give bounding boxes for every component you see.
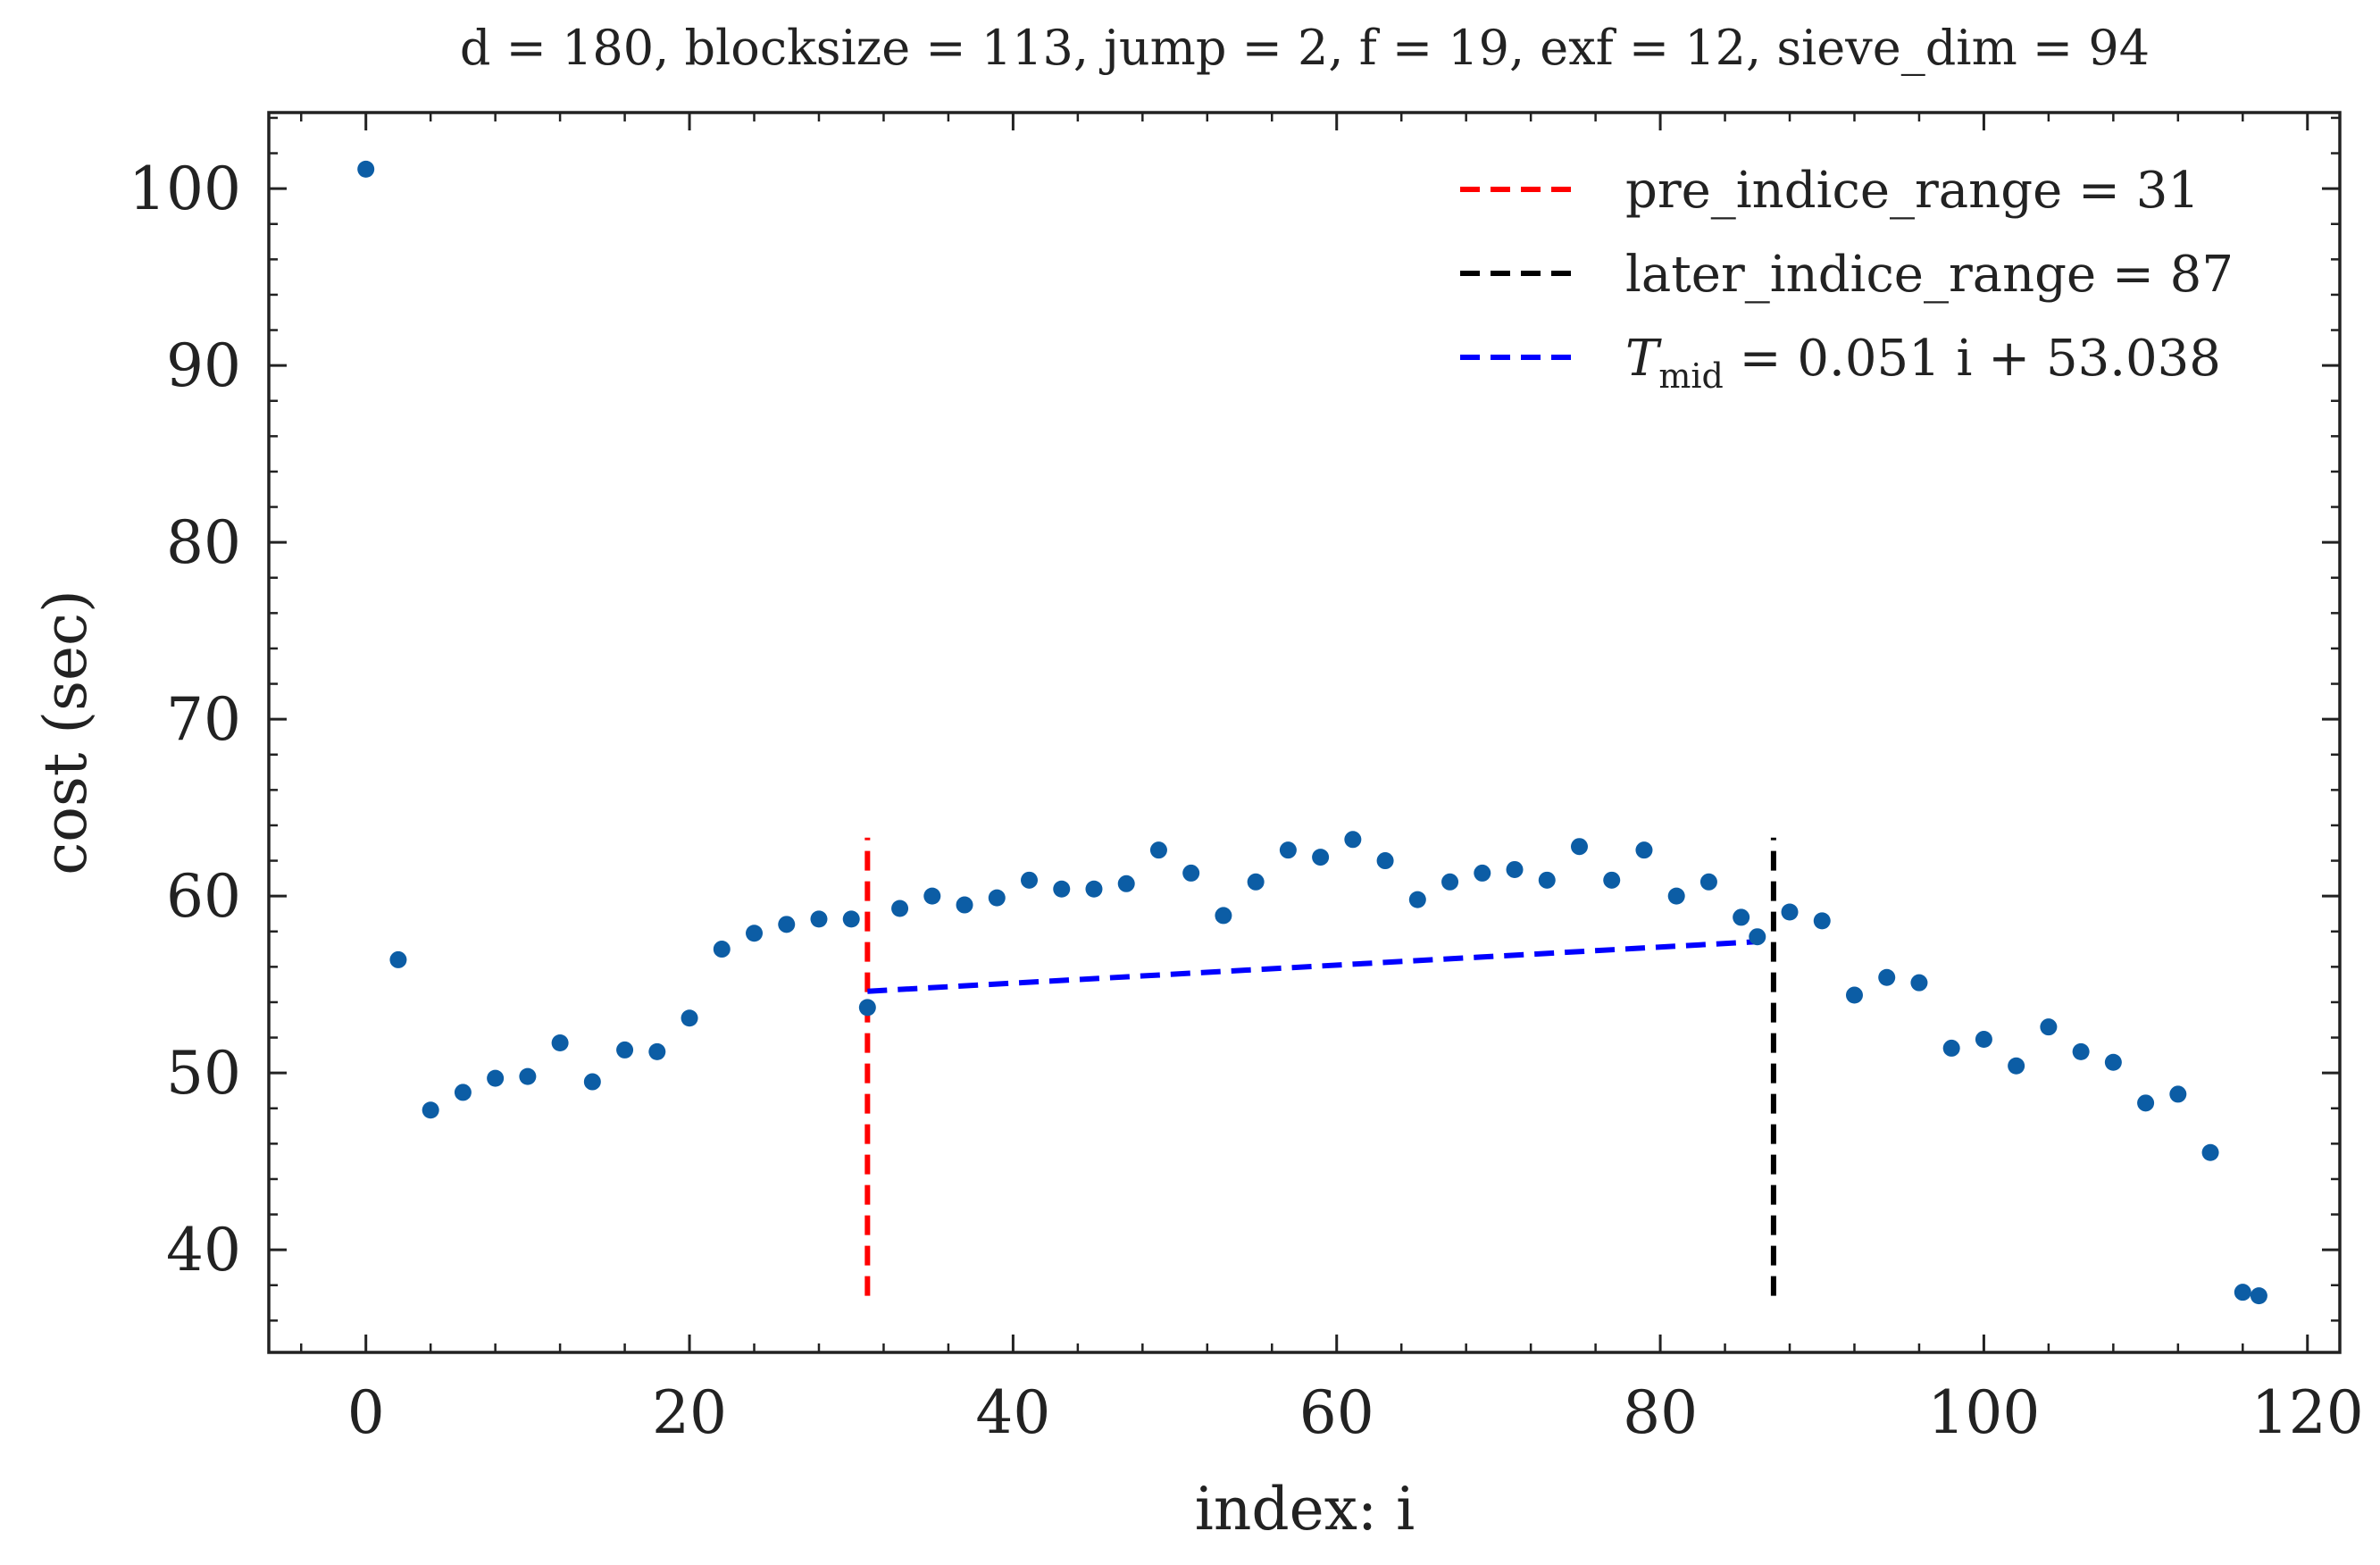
data-point — [2250, 1287, 2267, 1305]
data-point — [1942, 1039, 1960, 1057]
data-point — [2169, 1085, 2187, 1103]
y-tick-label: 40 — [166, 1216, 241, 1285]
legend-t-symbol: T — [1625, 330, 1662, 388]
data-point — [2201, 1143, 2219, 1161]
y-tick-label: 60 — [166, 862, 241, 931]
y-tick-label: 100 — [129, 155, 241, 223]
data-point — [1699, 873, 1717, 891]
data-point — [956, 896, 973, 914]
data-point — [713, 941, 731, 958]
data-point — [2072, 1042, 2090, 1060]
data-point — [1813, 912, 1831, 930]
data-point — [2040, 1018, 2058, 1036]
data-point — [1215, 907, 1232, 925]
data-point — [1910, 974, 1928, 992]
data-point — [1667, 887, 1685, 905]
data-point — [1247, 873, 1265, 891]
data-point — [1975, 1031, 1992, 1049]
x-tick-label: 120 — [2251, 1378, 2364, 1447]
x-tick-label: 20 — [652, 1378, 727, 1447]
data-point — [1570, 838, 1588, 856]
legend-t-formula: = 0.051 i + 53.038 — [1724, 330, 2221, 388]
data-point — [1344, 831, 1362, 849]
data-point — [1474, 864, 1491, 882]
data-point — [778, 916, 796, 933]
data-point — [1749, 928, 1766, 946]
legend-label-t-mid: Tmid = 0.051 i + 53.038 — [1625, 330, 2221, 396]
data-point — [1845, 986, 1863, 1004]
data-point — [422, 1101, 439, 1119]
data-point — [1117, 875, 1135, 892]
data-point — [1538, 871, 1556, 889]
data-point — [1182, 864, 1200, 882]
data-point — [810, 910, 828, 928]
y-tick-label: 90 — [166, 331, 241, 400]
data-point — [1506, 860, 1524, 878]
data-point — [2234, 1284, 2251, 1301]
legend-label-pre-indice-range: pre_indice_range = 31 — [1625, 162, 2200, 220]
plot-marks — [357, 160, 2267, 1305]
y-tick-label: 80 — [166, 508, 241, 577]
y-tick-label: 50 — [166, 1039, 241, 1108]
plot-area — [267, 111, 2342, 1354]
data-point — [357, 160, 375, 178]
legend: pre_indice_range = 31 later_indice_range… — [1460, 162, 2234, 396]
data-point — [1279, 841, 1297, 859]
x-axis-label: index: i — [1195, 1475, 1415, 1544]
x-tick-label: 60 — [1299, 1378, 1374, 1447]
data-point — [1878, 968, 1896, 986]
data-point — [487, 1069, 505, 1087]
data-point — [648, 1042, 666, 1060]
x-tick-label: 40 — [975, 1378, 1050, 1447]
data-point — [1441, 873, 1459, 891]
data-point — [2008, 1057, 2025, 1075]
x-tick-label: 80 — [1623, 1378, 1698, 1447]
x-tick-label: 100 — [1927, 1378, 2040, 1447]
data-point — [1312, 849, 1330, 866]
data-point — [1149, 841, 1167, 859]
plot-frame — [267, 111, 2342, 1354]
data-point — [1085, 880, 1103, 898]
y-axis-label: cost (sec) — [31, 590, 100, 875]
data-point — [519, 1067, 537, 1085]
data-point — [858, 999, 876, 1017]
data-point — [681, 1009, 698, 1027]
data-point — [891, 900, 909, 917]
data-point — [1376, 852, 1394, 870]
data-point — [454, 1084, 472, 1101]
data-point — [746, 925, 764, 942]
data-point — [1053, 880, 1071, 898]
chart-title: d = 180, blocksize = 113, jump = 2, f = … — [460, 20, 2150, 76]
data-point — [1733, 908, 1750, 926]
y-tick-label: 70 — [166, 685, 241, 754]
data-point — [1408, 891, 1426, 908]
x-tick-label: 0 — [347, 1378, 385, 1447]
data-point — [1781, 903, 1799, 921]
legend-t-subscript: mid — [1658, 356, 1724, 396]
data-point — [988, 889, 1006, 907]
y-tick-labels: 40 50 60 70 80 90 100 — [129, 155, 241, 1285]
data-point — [583, 1073, 601, 1091]
data-point — [923, 887, 941, 905]
data-point — [616, 1041, 634, 1059]
data-point — [1635, 841, 1653, 859]
data-point — [389, 950, 407, 968]
data-point — [842, 910, 860, 928]
data-point — [1021, 871, 1039, 889]
data-point — [551, 1034, 569, 1051]
data-point — [2137, 1094, 2155, 1112]
t-mid-fit-line — [867, 939, 1758, 994]
data-point — [2104, 1053, 2122, 1071]
data-point — [1603, 871, 1621, 889]
legend-label-later-indice-range: later_indice_range = 87 — [1625, 246, 2234, 304]
x-tick-labels: 0 20 40 60 80 100 120 — [347, 1378, 2364, 1447]
